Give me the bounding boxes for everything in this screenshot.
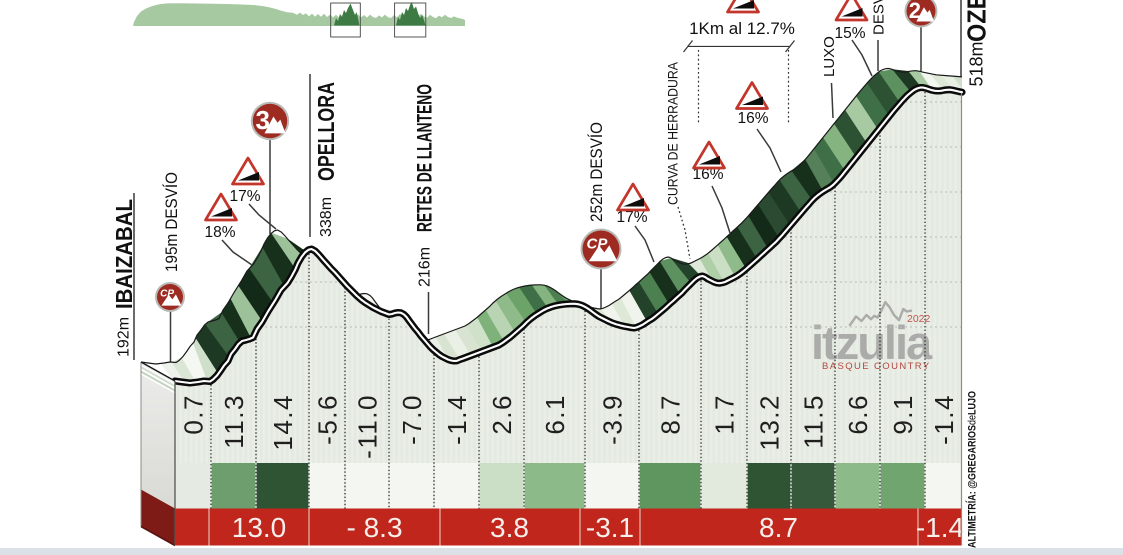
svg-text:11.3: 11.3	[219, 394, 249, 449]
svg-text:13.2: 13.2	[754, 394, 784, 451]
svg-text:14.4: 14.4	[268, 394, 298, 451]
svg-text:-7.0: -7.0	[397, 394, 427, 445]
svg-text:ALTIMETRÍA: @GREGARIOSdeLUJO: ALTIMETRÍA: @GREGARIOSdeLUJO	[966, 391, 979, 548]
svg-text:1Km al 12.7%: 1Km al 12.7%	[689, 19, 795, 38]
svg-text:338m: 338m	[318, 197, 335, 237]
svg-text:3: 3	[256, 105, 270, 135]
svg-text:-11.0: -11.0	[352, 394, 382, 459]
svg-text:3.8: 3.8	[490, 512, 529, 543]
svg-text:16%: 16%	[692, 166, 723, 183]
svg-text:6.1: 6.1	[540, 394, 570, 435]
svg-text:13.0: 13.0	[232, 512, 287, 543]
svg-text:6.6: 6.6	[843, 394, 873, 435]
svg-text:192m: 192m	[116, 317, 133, 357]
svg-text:15%: 15%	[834, 25, 865, 42]
svg-text:17%: 17%	[616, 209, 647, 226]
svg-text:8.7: 8.7	[655, 394, 685, 435]
svg-text:CP: CP	[587, 236, 609, 253]
svg-text:252m DESVÍO: 252m DESVÍO	[587, 122, 606, 222]
svg-text:16%: 16%	[737, 110, 768, 127]
svg-text:11.5: 11.5	[798, 394, 828, 449]
svg-text:17%: 17%	[229, 188, 260, 205]
svg-text:-1.4: -1.4	[916, 512, 964, 543]
svg-text:1.7: 1.7	[709, 394, 739, 435]
svg-text:-1.4: -1.4	[442, 394, 472, 445]
svg-text:518m: 518m	[967, 42, 987, 87]
svg-text:IBAIZABAL: IBAIZABAL	[111, 199, 137, 309]
svg-text:195m DESVÍO: 195m DESVÍO	[162, 172, 181, 272]
svg-text:-3.9: -3.9	[597, 394, 627, 445]
svg-text:- 8.3: - 8.3	[346, 512, 402, 543]
svg-text:RETES DE LLANTENO: RETES DE LLANTENO	[414, 84, 437, 232]
svg-text:-5.6: -5.6	[312, 394, 342, 445]
svg-text:BASQUE COUNTRY: BASQUE COUNTRY	[822, 361, 931, 372]
svg-text:itzulia: itzulia	[811, 316, 933, 369]
svg-text:0.7: 0.7	[178, 394, 208, 435]
svg-text:18%: 18%	[204, 224, 235, 241]
svg-text:216m: 216m	[417, 247, 434, 287]
svg-text:OPELLORA: OPELLORA	[313, 82, 339, 181]
svg-text:CP: CP	[160, 289, 174, 300]
svg-text:DESVÍO: DESVÍO	[871, 0, 888, 35]
svg-text:2: 2	[909, 0, 921, 23]
svg-text:9.1: 9.1	[888, 394, 918, 435]
svg-text:CURVA DE HERRADURA: CURVA DE HERRADURA	[666, 62, 681, 205]
svg-text:8.7: 8.7	[759, 512, 798, 543]
svg-text:-3.1: -3.1	[586, 512, 634, 543]
svg-text:-1.4: -1.4	[929, 394, 959, 445]
svg-text:2022: 2022	[907, 313, 931, 325]
svg-text:OZETA: OZETA	[962, 0, 992, 42]
svg-text:2.6: 2.6	[487, 394, 517, 435]
svg-text:LUXO: LUXO	[821, 36, 838, 77]
